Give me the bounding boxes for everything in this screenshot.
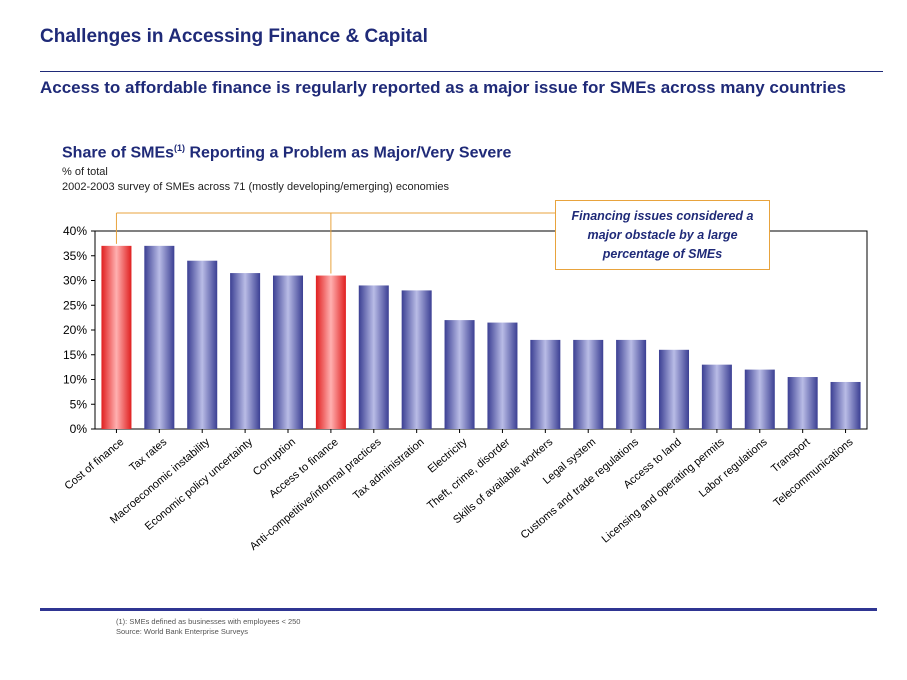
slide-title: Challenges in Accessing Finance & Capita… xyxy=(40,26,428,47)
y-tick-label: 20% xyxy=(63,323,87,337)
bar xyxy=(487,322,518,429)
bar xyxy=(358,285,389,429)
bar xyxy=(444,320,475,429)
bar xyxy=(230,273,261,429)
x-tick-label: Transport xyxy=(769,436,812,475)
y-tick-label: 0% xyxy=(70,422,88,436)
bar-chart: 0% 5% 10% 15% 20% 25% 30% 35% 40% Cost of finance… xyxy=(62,212,868,553)
chart-title-suffix: Reporting a Problem as Major/Very Severe xyxy=(185,144,512,162)
bar xyxy=(830,381,861,429)
chart-title: Share of SMEs(1) Reporting a Problem as … xyxy=(62,143,511,162)
bar xyxy=(744,369,775,429)
y-tick-label: 25% xyxy=(63,298,87,312)
x-tick-label: Tax administration xyxy=(351,436,427,502)
bar xyxy=(658,349,690,429)
title-divider xyxy=(40,71,883,72)
chart-title-footnote-marker: (1) xyxy=(174,143,186,153)
x-tick-label: Cost of finance xyxy=(62,436,126,492)
footnote-source: Source: World Bank Enterprise Surveys xyxy=(116,627,249,636)
footnote-definition: (1): SMEs defined as businesses with emp… xyxy=(116,617,301,626)
bar xyxy=(616,339,647,429)
bar xyxy=(787,377,818,429)
y-tick-label: 40% xyxy=(63,224,87,238)
y-tick-label: 35% xyxy=(63,249,87,263)
bar-highlighted xyxy=(315,275,346,429)
chart-title-prefix: Share of SMEs xyxy=(62,144,175,162)
chart-note: 2002-2003 survey of SMEs across 71 (most… xyxy=(62,181,450,193)
y-tick-label: 5% xyxy=(70,397,88,411)
x-tick-label: Telecommunications xyxy=(771,436,855,510)
callout-box: Financing issues considered a major obst… xyxy=(555,200,770,270)
y-tick-label: 30% xyxy=(63,274,87,288)
footer-divider xyxy=(40,608,877,611)
y-tick-label: 10% xyxy=(63,373,87,387)
bar xyxy=(187,260,218,429)
bar xyxy=(530,339,561,429)
y-tick-label: 15% xyxy=(63,348,87,362)
bar xyxy=(272,275,304,429)
bar xyxy=(401,290,432,429)
x-tick-label: Theft, crime, disorder xyxy=(425,436,513,512)
bar xyxy=(144,245,175,429)
bar xyxy=(573,339,604,429)
bar-highlighted xyxy=(101,245,132,429)
x-tick-label: Tax rates xyxy=(127,436,169,474)
bar xyxy=(701,364,732,429)
slide-subtitle: Access to affordable finance is regularl… xyxy=(40,78,846,97)
chart-unit: % of total xyxy=(62,166,108,178)
